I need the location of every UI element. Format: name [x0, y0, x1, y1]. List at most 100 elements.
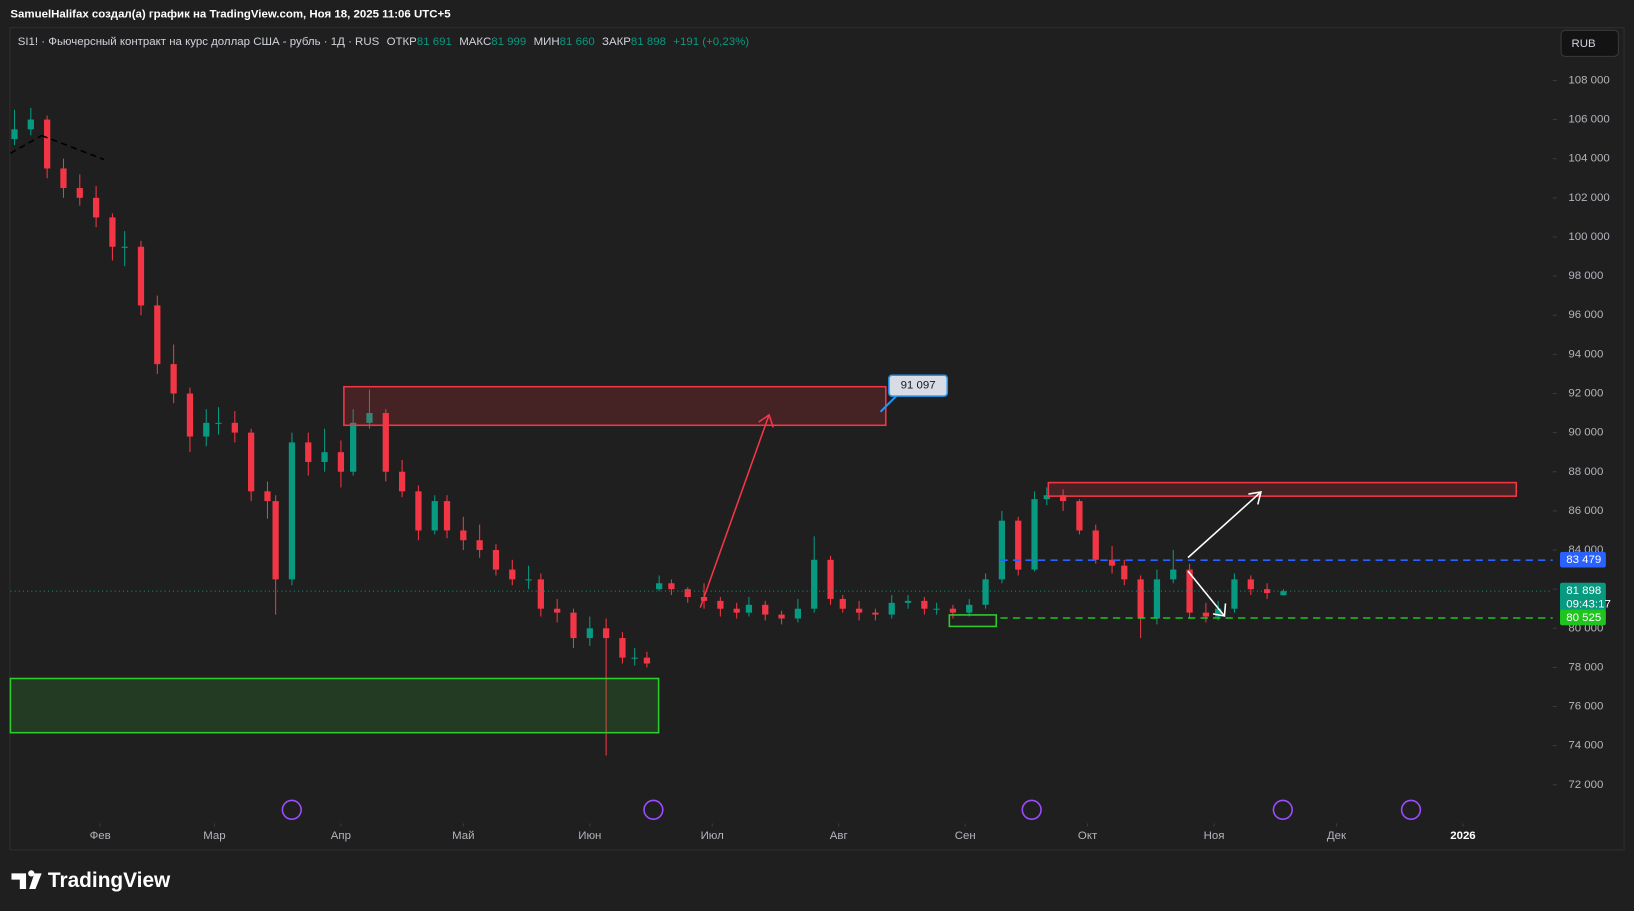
candle-body — [872, 612, 879, 615]
close-label: ЗАКР — [602, 36, 631, 48]
y-tick-label: 86 000 — [1568, 505, 1603, 517]
candle-body — [272, 501, 279, 580]
y-tick-label: 78 000 — [1568, 661, 1603, 673]
candle-body — [949, 608, 957, 613]
candle-body — [537, 579, 544, 609]
candle-body — [643, 657, 651, 664]
candle-body — [109, 217, 116, 247]
zone — [9, 677, 660, 734]
candle-body — [1076, 501, 1083, 531]
candle-body — [921, 600, 928, 609]
event-icon[interactable] — [1021, 799, 1042, 820]
price-tag — [1560, 609, 1606, 626]
currency[interactable]: RUB — [1571, 38, 1596, 50]
x-tick-label: Дек — [1327, 830, 1347, 842]
candle-body — [11, 129, 18, 140]
candle-body — [92, 197, 100, 218]
candle-body — [248, 432, 255, 492]
x-tick-label: Сен — [955, 830, 976, 842]
candle-body — [1121, 565, 1128, 580]
candle-body — [1202, 612, 1210, 617]
candle-body — [1108, 559, 1116, 566]
zone — [343, 385, 887, 427]
candle-body — [60, 168, 67, 189]
logo-mark — [11, 870, 42, 890]
logo: TradingView — [11, 869, 171, 892]
candle-body — [264, 491, 271, 502]
candle-body — [509, 569, 516, 580]
candle-body — [1186, 569, 1193, 613]
candle-body — [121, 246, 128, 248]
candle-body — [904, 600, 912, 603]
candle-body — [966, 604, 973, 613]
candle-body — [684, 589, 691, 597]
candle-body — [186, 393, 194, 437]
trend-line — [41, 134, 105, 161]
chart-frame — [9, 27, 1625, 851]
header: SamuelHalifax создал(а) график на Tradin… — [10, 9, 451, 21]
x-tick-label: Май — [452, 830, 474, 842]
candle-body — [839, 598, 846, 609]
candle-body — [631, 657, 638, 659]
candle-body — [602, 628, 610, 639]
candle-body — [998, 520, 1006, 580]
event-icon[interactable] — [643, 799, 664, 820]
candle-body — [154, 305, 161, 365]
candle-body — [1137, 579, 1144, 619]
candle-body — [415, 491, 422, 531]
symbol-name: SI1! · Фьючерсный контракт на курс долла… — [18, 36, 380, 48]
candle-body — [321, 452, 328, 462]
candle-body — [982, 579, 989, 605]
candle-body — [586, 628, 593, 639]
price-tag-label: 80 525 — [1566, 612, 1601, 624]
callout-pointer — [879, 395, 897, 413]
candle-body — [431, 501, 438, 531]
candle-body — [525, 579, 532, 581]
candle-body — [1031, 499, 1038, 570]
change-value: +191 (+0,23%) — [673, 36, 749, 48]
candle-body — [337, 452, 345, 472]
x-tick-label: Мар — [203, 830, 225, 842]
candle-body — [366, 413, 373, 423]
arrow — [1212, 603, 1227, 617]
high-value: 81 999 — [491, 36, 526, 48]
arrow — [1187, 570, 1226, 617]
zone — [948, 614, 998, 628]
candle-body — [398, 471, 406, 492]
arrow — [1248, 491, 1262, 505]
candle-body — [492, 550, 500, 570]
candle-body — [1170, 569, 1177, 580]
candle-body — [811, 559, 818, 609]
y-tick-label: 106 000 — [1568, 114, 1609, 126]
event-icon[interactable] — [1272, 799, 1293, 820]
candle-body — [27, 119, 34, 130]
candle-body — [668, 583, 675, 590]
y-tick-label: 96 000 — [1568, 309, 1603, 321]
currency-button[interactable] — [1560, 29, 1619, 57]
candle-body — [1059, 495, 1067, 502]
candle-body — [443, 501, 451, 531]
candle-body — [1231, 579, 1238, 609]
event-icon[interactable] — [1400, 799, 1422, 820]
callout — [888, 374, 949, 397]
candle-body — [1092, 530, 1099, 560]
candle-body — [1215, 608, 1222, 617]
candle-body — [794, 608, 802, 619]
y-tick-label: 94 000 — [1568, 348, 1603, 360]
price-tag-label: 83 479 — [1566, 554, 1601, 566]
event-icon[interactable] — [281, 799, 302, 820]
logo-text: TradingView — [48, 869, 171, 892]
x-tick-label: 2026 — [1450, 830, 1475, 842]
y-tick-label: 88 000 — [1568, 466, 1603, 478]
y-tick-label: 76 000 — [1568, 701, 1603, 713]
candle-body — [44, 119, 51, 169]
candle-body — [137, 246, 145, 306]
open-label: ОТКР — [387, 36, 418, 48]
zone — [1047, 481, 1518, 497]
arrow-head — [758, 413, 774, 428]
candle-body — [1153, 579, 1161, 619]
x-tick-label: Авг — [830, 830, 848, 842]
y-tick-label: 98 000 — [1568, 270, 1603, 282]
symbol-legend: SI1! · Фьючерсный контракт на курс долла… — [18, 36, 750, 48]
candle-body — [231, 422, 238, 433]
